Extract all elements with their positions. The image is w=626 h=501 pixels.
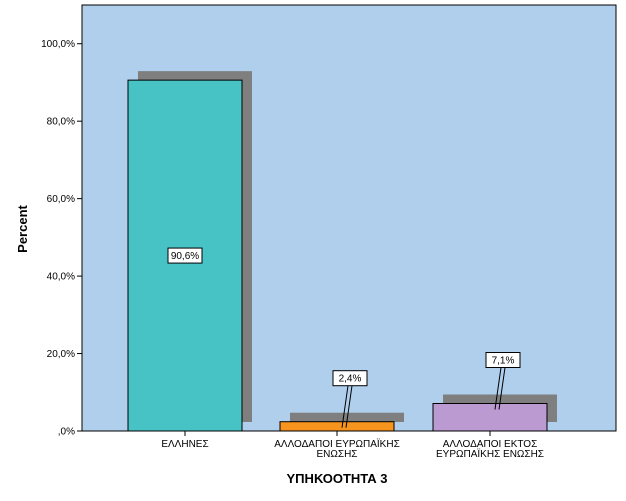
label-leader <box>494 367 502 410</box>
y-tick-label: 100,0% <box>41 39 75 50</box>
bar <box>432 403 548 432</box>
x-tick-label: ΑΛΛΟΔΑΠΟΙ ΕΚΤΟΣ <box>443 439 538 450</box>
x-axis-label: ΥΠΗΚΟΟΤΗΤΑ 3 <box>287 471 388 486</box>
label-leader <box>341 385 349 428</box>
y-tick-label: 80,0% <box>47 117 75 128</box>
data-label: 90,6% <box>171 251 199 262</box>
x-tick-label: ΕΝΩΣΗΣ <box>317 449 358 460</box>
data-label-box <box>485 352 521 369</box>
y-tick-label: ,0% <box>58 427 75 438</box>
x-tick-label: ΕΛΛΗΝΕΣ <box>161 439 208 450</box>
data-label-box <box>167 247 203 264</box>
label-leader <box>345 385 353 428</box>
y-tick-label: 20,0% <box>47 349 75 360</box>
y-axis-label: Percent <box>15 204 30 252</box>
x-tick-label: ΑΛΛΟΔΑΠΟΙ ΕΥΡΩΠΑΪΚΗΣ <box>274 438 400 450</box>
label-leader <box>498 367 506 410</box>
data-label: 2,4% <box>339 374 362 385</box>
y-tick-label: 60,0% <box>47 194 75 205</box>
bar <box>279 421 395 432</box>
x-tick-label: ΕΥΡΩΠΑΪΚΗΣ ΕΝΩΣΗΣ <box>436 448 544 460</box>
data-label-box <box>332 370 368 387</box>
y-axis: ,0% 20,0% 40,0% 60,0% 80,0% 100,0% <box>41 39 82 438</box>
y-tick-label: 40,0% <box>47 272 75 283</box>
data-label: 7,1% <box>492 356 515 367</box>
